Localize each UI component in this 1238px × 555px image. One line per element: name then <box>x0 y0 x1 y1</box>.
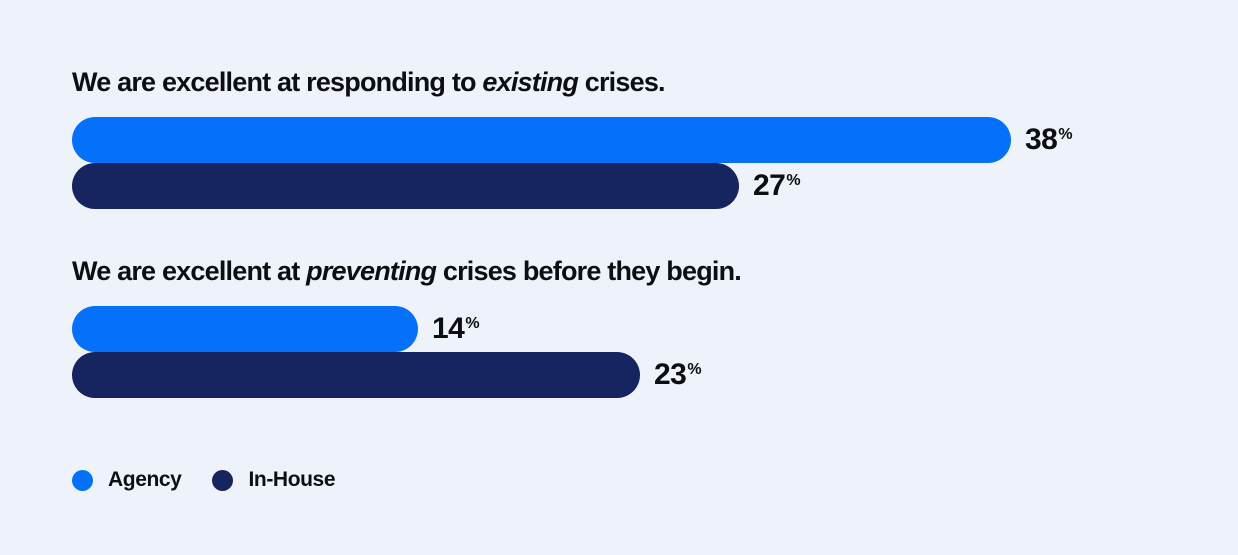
bar-value-number: 23 <box>654 358 687 391</box>
legend-label-agency: Agency <box>108 468 182 491</box>
bar-row-existing-inhouse: 27 % <box>72 163 801 209</box>
percent-sign: % <box>1058 126 1073 143</box>
bar-value-number: 38 <box>1025 123 1058 156</box>
group-1-title-italic: existing <box>482 67 579 97</box>
bar-value-label: 38 % <box>1025 117 1073 163</box>
legend-item-inhouse: In-House <box>212 466 336 494</box>
group-2-title-post: crises before they begin. <box>436 256 742 286</box>
bar-value-number: 14 <box>432 312 465 345</box>
bar-row-existing-agency: 38 % <box>72 117 1073 163</box>
group-1-title-pre: We are excellent at responding to <box>72 67 483 97</box>
bar-value-label: 27 % <box>753 163 801 209</box>
group-2-title: We are excellent at preventing crises be… <box>72 255 742 287</box>
bar-value-label: 23 % <box>654 352 702 398</box>
legend-item-agency: Agency <box>72 466 182 494</box>
bar-row-preventing-inhouse: 23 % <box>72 352 702 398</box>
bar-inhouse-existing <box>72 163 739 209</box>
agency-color-dot <box>72 469 93 491</box>
inhouse-color-dot <box>212 469 234 491</box>
bar-value-number: 27 <box>753 169 786 202</box>
group-1-title: We are excellent at responding to existi… <box>72 66 666 98</box>
bar-row-preventing-agency: 14 % <box>72 306 480 352</box>
percent-sign: % <box>687 361 702 378</box>
group-1-title-post: crises. <box>578 67 666 97</box>
bar-inhouse-preventing <box>72 352 640 398</box>
percent-sign: % <box>465 315 480 332</box>
bar-agency-preventing <box>72 306 418 352</box>
legend: Agency In-House <box>72 466 336 494</box>
percent-sign: % <box>786 172 801 189</box>
group-2-title-pre: We are excellent at <box>72 256 307 286</box>
legend-label-inhouse: In-House <box>248 468 336 491</box>
bar-agency-existing <box>72 117 1011 163</box>
bar-value-label: 14 % <box>432 306 480 352</box>
group-2-title-italic: preventing <box>306 256 437 286</box>
